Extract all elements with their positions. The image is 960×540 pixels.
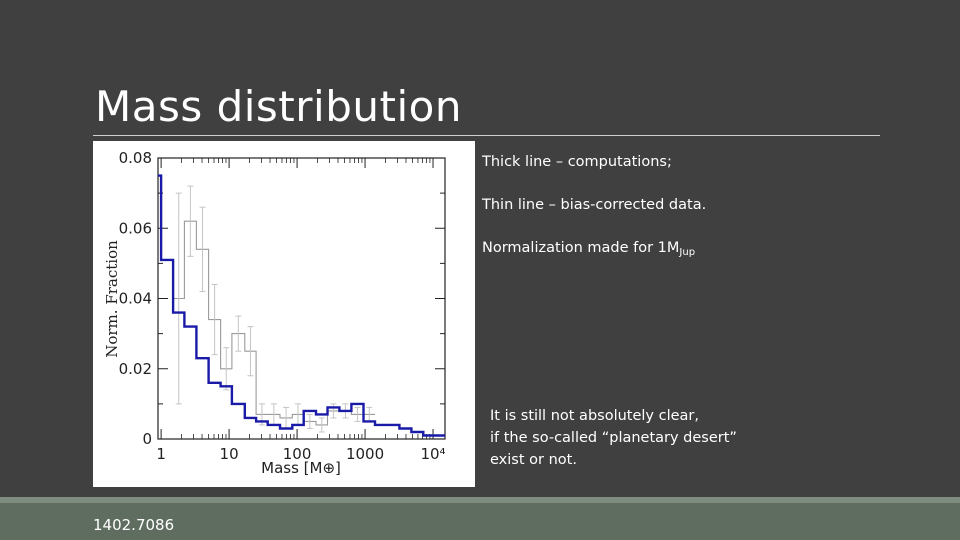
y-tick-label: 0.04 (119, 290, 152, 308)
note-normalization-text: Normalization made for 1M (482, 240, 680, 256)
note-thin-line: Thin line – bias-corrected data. (482, 197, 707, 213)
chart-axes: 0 0.02 0.04 0.06 0.08 1 10 100 1000 10⁴ (119, 149, 446, 463)
mass-distribution-chart: 0 0.02 0.04 0.06 0.08 1 10 100 1000 10⁴ Mass [M⊕]… (93, 141, 475, 487)
note-thick-line: Thick line – computations; (482, 154, 672, 170)
x-tick-label: 1000 (346, 445, 384, 463)
computed-series-line (158, 174, 445, 437)
y-tick-label: 0.08 (119, 149, 152, 167)
conclusion-line-2: if the so-called “planetary desert” (490, 430, 737, 446)
note-normalization-sub: Jup (679, 247, 696, 258)
y-tick-label: 0.02 (119, 360, 152, 378)
y-tick-label: 0 (142, 430, 152, 448)
x-tick-label: 10⁴ (420, 445, 445, 463)
footer-band (0, 497, 960, 540)
x-tick-label: 1 (156, 445, 166, 463)
conclusion-line-3: exist or not. (490, 452, 577, 468)
slide-title: Mass distribution (95, 82, 462, 131)
chart-series (158, 174, 445, 437)
plot-frame (157, 157, 446, 440)
x-tick-label: 10 (220, 445, 239, 463)
y-axis-label: Norm. Fraction (103, 240, 121, 358)
footer-reference: 1402.7086 (93, 516, 175, 534)
x-axis-label: Mass [M⊕] (261, 459, 341, 477)
chart-canvas: 0 0.02 0.04 0.06 0.08 1 10 100 1000 10⁴ Mass [M⊕]… (103, 149, 446, 477)
footer-accent-stripe (0, 497, 960, 503)
x-tick-label: 100 (283, 445, 312, 463)
note-normalization: Normalization made for 1MJup (482, 240, 695, 258)
conclusion-block: It is still not absolutely clear, if the… (490, 405, 780, 471)
title-divider (93, 135, 880, 136)
data-series-line (173, 220, 375, 426)
y-tick-label: 0.06 (119, 219, 152, 237)
conclusion-line-1: It is still not absolutely clear, (490, 408, 699, 424)
